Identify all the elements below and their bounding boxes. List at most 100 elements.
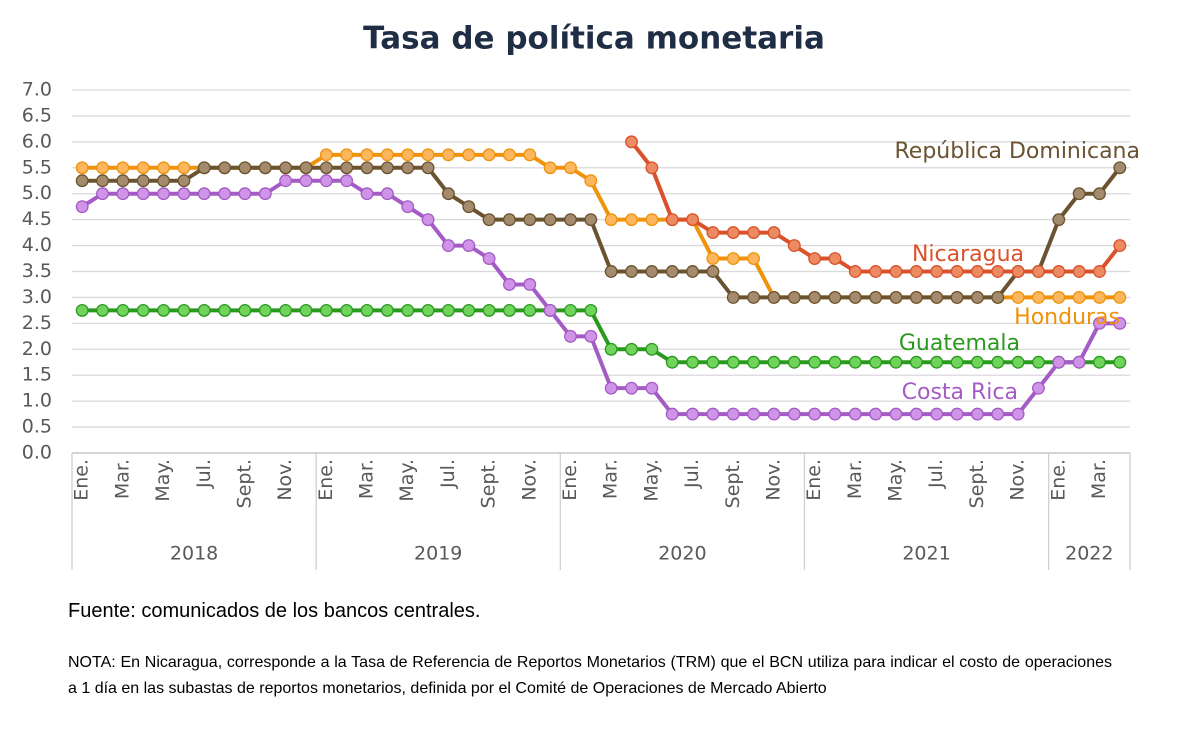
data-point: [238, 303, 252, 317]
data-point: [319, 174, 333, 188]
data-point: [75, 200, 89, 214]
y-tick-label: 3.0: [22, 286, 52, 308]
data-point: [665, 355, 679, 369]
data-point: [1052, 265, 1066, 278]
data-point: [665, 265, 679, 278]
data-point: [136, 161, 150, 175]
series-line: [82, 308, 1120, 365]
data-point: [767, 226, 781, 240]
y-tick-label: 0.0: [22, 442, 52, 464]
data-point: [970, 355, 984, 369]
data-point: [991, 265, 1005, 278]
data-point: [258, 161, 272, 175]
data-point: [421, 303, 435, 317]
x-tick-label: Nov.: [518, 459, 540, 501]
data-point: [726, 355, 740, 369]
data-point: [808, 290, 822, 304]
data-point: [767, 290, 781, 304]
data-point: [421, 161, 435, 175]
x-tick-label: May.: [640, 459, 662, 502]
data-point: [482, 213, 496, 227]
data-point: [523, 278, 537, 291]
data-point: [218, 161, 232, 175]
data-point: [319, 148, 333, 162]
data-point: [380, 161, 394, 175]
data-point: [564, 213, 577, 227]
data-point: [604, 213, 618, 227]
y-tick-label: 4.0: [22, 234, 52, 256]
data-point: [136, 174, 150, 188]
data-point: [360, 187, 374, 201]
data-point: [441, 187, 455, 201]
data-point: [1072, 290, 1086, 304]
data-point: [564, 329, 577, 343]
data-point: [116, 303, 130, 317]
x-tick-label: Nov.: [274, 459, 296, 501]
data-point: [645, 342, 659, 356]
data-point: [218, 303, 232, 317]
x-tick-label: Sept.: [233, 459, 255, 508]
data-point: [1031, 355, 1045, 369]
data-point: [950, 355, 964, 369]
data-point: [523, 303, 537, 317]
year-label: 2018: [170, 543, 218, 565]
x-tick-label: Jul.: [681, 459, 703, 489]
data-point: [401, 303, 415, 317]
data-point: [564, 161, 577, 175]
data-point: [869, 290, 883, 304]
data-point: [645, 265, 659, 278]
data-point: [1113, 239, 1127, 253]
x-tick-label: Mar.: [111, 459, 133, 499]
data-point: [258, 187, 272, 201]
data-point: [177, 303, 191, 317]
data-point: [157, 187, 171, 201]
data-point: [258, 303, 272, 317]
x-tick-label: Mar.: [844, 459, 866, 499]
data-point: [930, 407, 944, 421]
data-point: [482, 303, 496, 317]
data-point: [584, 303, 598, 317]
data-point: [950, 290, 964, 304]
data-point: [706, 407, 720, 421]
data-point: [482, 148, 496, 162]
data-point: [197, 161, 211, 175]
data-point: [747, 290, 761, 304]
data-point: [197, 187, 211, 201]
data-point: [1011, 265, 1025, 278]
data-point: [197, 303, 211, 317]
data-point: [136, 303, 150, 317]
data-point: [747, 252, 761, 265]
data-point: [787, 239, 801, 253]
data-point: [380, 187, 394, 201]
data-point: [991, 355, 1005, 369]
data-point: [75, 161, 89, 175]
data-point: [686, 213, 700, 227]
data-point: [930, 355, 944, 369]
data-point: [340, 303, 354, 317]
data-point: [319, 303, 333, 317]
data-point: [1072, 187, 1086, 201]
year-label: 2019: [414, 543, 462, 565]
data-point: [645, 381, 659, 395]
data-point: [889, 407, 903, 421]
data-point: [523, 148, 537, 162]
data-point: [1093, 187, 1106, 201]
data-point: [828, 290, 842, 304]
series-label: República Dominicana: [894, 139, 1140, 164]
data-point: [543, 303, 557, 317]
data-point: [970, 407, 984, 421]
data-point: [706, 226, 720, 240]
series-line: [81, 178, 1120, 417]
data-point: [462, 303, 476, 317]
x-tick-label: Mar.: [356, 459, 378, 499]
data-point: [421, 148, 435, 162]
data-point: [1052, 213, 1066, 227]
data-point: [808, 252, 822, 265]
data-point: [909, 290, 923, 304]
data-point: [279, 174, 293, 188]
data-point: [96, 303, 109, 317]
data-point: [360, 303, 374, 317]
data-point: [380, 303, 394, 317]
data-point: [706, 252, 720, 265]
data-point: [706, 355, 720, 369]
